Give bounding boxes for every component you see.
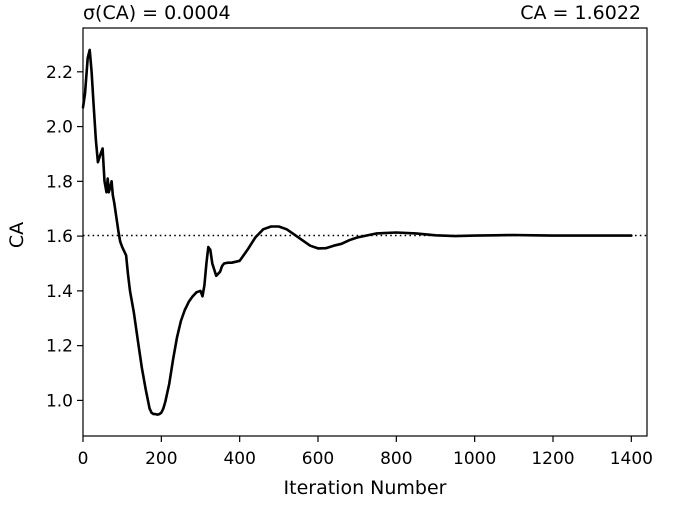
y-tick-label: 1.8	[46, 172, 73, 192]
plot-frame	[82, 27, 648, 437]
y-tick-label: 2.2	[46, 63, 73, 83]
series-line	[81, 48, 633, 416]
y-tick-label: 1.2	[46, 337, 73, 357]
y-axis: 1.0 1.2 1.4 1.6 1.8 2.0 2.2	[46, 63, 83, 411]
x-tick-label: 1400	[610, 449, 653, 469]
y-tick-label: 2.0	[46, 118, 73, 138]
x-tick-label: 0	[78, 449, 89, 469]
x-tick-label: 1000	[453, 449, 496, 469]
x-axis-label: Iteration Number	[284, 477, 447, 499]
y-axis-label: CA	[6, 222, 28, 248]
y-tick-label: 1.6	[46, 227, 73, 247]
x-tick-label: 800	[380, 449, 412, 469]
x-tick-label: 600	[302, 449, 334, 469]
y-tick-label: 1.0	[46, 391, 73, 411]
x-tick-label: 400	[223, 449, 255, 469]
series-group	[81, 48, 633, 416]
y-tick-label: 1.4	[46, 282, 73, 302]
x-tick-label: 1200	[531, 449, 574, 469]
sigma-annotation: σ(CA) = 0.0004	[83, 2, 231, 24]
x-tick-label: 200	[145, 449, 177, 469]
ca-value-annotation: CA = 1.6022	[520, 2, 641, 24]
x-axis: 0 200 400 600 800 1000 1200 1400	[78, 436, 653, 469]
